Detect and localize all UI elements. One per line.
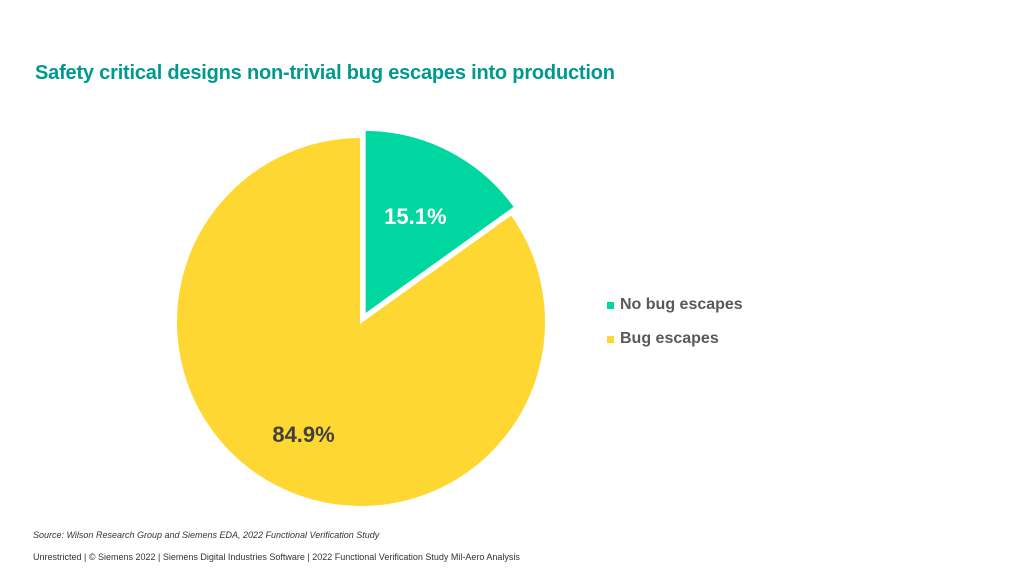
data-label-bug-escapes: 84.9%	[272, 422, 334, 447]
chart-legend: No bug escapes Bug escapes	[607, 288, 743, 356]
footer-text: Unrestricted | © Siemens 2022 | Siemens …	[33, 552, 520, 562]
legend-swatch	[607, 335, 614, 343]
legend-item-no-bug-escapes: No bug escapes	[607, 288, 743, 322]
data-label-no-bug-escapes: 15.1%	[384, 204, 446, 229]
chart-title: Safety critical designs non-trivial bug …	[35, 62, 615, 84]
legend-item-bug-escapes: Bug escapes	[607, 322, 743, 356]
legend-label: Bug escapes	[620, 330, 719, 347]
pie-labels: 15.1% 84.9%	[272, 204, 446, 447]
pie-slice-no-bug-escapes	[363, 128, 517, 317]
legend-label: No bug escapes	[620, 296, 743, 313]
pie-slices	[175, 128, 547, 508]
pie-slice-bug-escapes	[175, 135, 547, 508]
legend-swatch	[607, 301, 614, 309]
source-note: Source: Wilson Research Group and Siemen…	[33, 530, 380, 540]
